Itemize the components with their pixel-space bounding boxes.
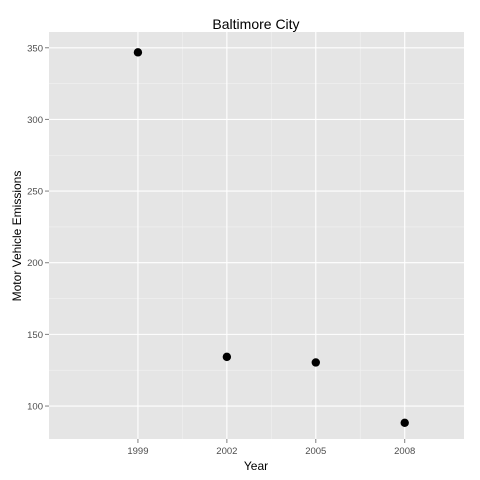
y-axis-label: Motor Vehicle Emissions: [10, 171, 24, 302]
y-tick-label: 200: [27, 258, 43, 269]
x-tick-label: 2008: [394, 446, 415, 457]
y-axis-ticks: 100 150 200 250 300 350: [27, 43, 49, 413]
x-axis-label: Year: [244, 459, 268, 473]
plot-panel: [49, 32, 464, 439]
major-gridlines: [49, 32, 464, 439]
y-tick-label: 150: [27, 330, 43, 341]
y-tick-label: 250: [27, 187, 43, 198]
x-axis-ticks: 1999 2002 2005 2008: [127, 439, 415, 457]
minor-gridlines: [49, 32, 464, 439]
y-tick-label: 100: [27, 402, 43, 413]
x-tick-label: 1999: [127, 446, 148, 457]
data-point: [311, 358, 320, 367]
data-point: [133, 48, 143, 57]
data-points: [133, 48, 409, 428]
data-point: [400, 418, 409, 428]
y-tick-label: 300: [27, 115, 43, 126]
chart-title: Baltimore City: [212, 16, 299, 32]
data-point: [222, 352, 232, 362]
x-tick-label: 2005: [305, 446, 326, 457]
x-tick-label: 2002: [216, 446, 237, 457]
y-tick-label: 350: [27, 43, 43, 54]
